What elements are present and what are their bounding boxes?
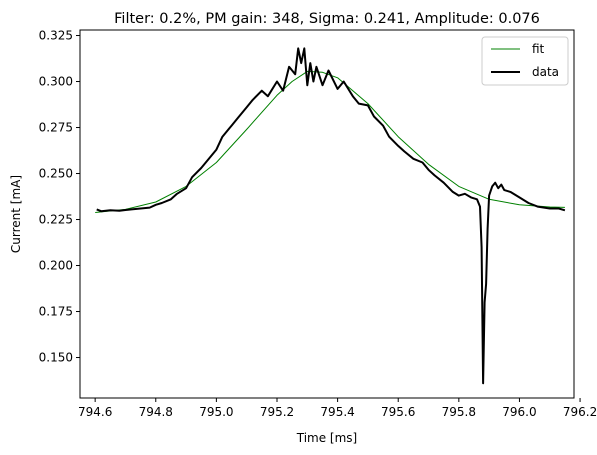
legend: fit data bbox=[481, 36, 569, 86]
x-axis-label: Time [ms] bbox=[296, 431, 358, 445]
y-tick-label: 0.275 bbox=[39, 121, 73, 135]
x-tick-label: 795.0 bbox=[199, 405, 233, 419]
legend-fit-label: fit bbox=[532, 42, 545, 56]
x-tick-label: 794.8 bbox=[139, 405, 173, 419]
y-tick-label: 0.150 bbox=[39, 351, 73, 365]
plot-frame bbox=[79, 29, 575, 399]
y-tick-label: 0.175 bbox=[39, 305, 73, 319]
x-tick-label: 795.2 bbox=[260, 405, 294, 419]
x-axis: 794.6 794.8 795.0 795.2 795.4 795.6 795.8 796.0… bbox=[78, 398, 597, 419]
y-tick-label: 0.200 bbox=[39, 259, 73, 273]
x-tick-label: 794.6 bbox=[78, 405, 112, 419]
legend-data-label: data bbox=[532, 65, 559, 79]
x-tick-label: 795.6 bbox=[381, 405, 415, 419]
y-tick-label: 0.325 bbox=[39, 29, 73, 43]
y-axis-label: Current [mA] bbox=[9, 175, 23, 253]
chart-title: Filter: 0.2%, PM gain: 348, Sigma: 0.241… bbox=[114, 11, 540, 27]
y-axis: 0.150 0.175 0.200 0.225 0.250 0.275 0.300 0.325 bbox=[39, 29, 80, 365]
series-line-data bbox=[96, 47, 566, 385]
x-tick-label: 796.2 bbox=[563, 405, 597, 419]
series-layer bbox=[95, 47, 566, 385]
y-tick-label: 0.250 bbox=[39, 167, 73, 181]
x-tick-label: 796.0 bbox=[502, 405, 536, 419]
y-tick-label: 0.300 bbox=[39, 75, 73, 89]
y-tick-label: 0.225 bbox=[39, 213, 73, 227]
x-tick-label: 795.8 bbox=[442, 405, 476, 419]
x-tick-label: 795.4 bbox=[320, 405, 354, 419]
